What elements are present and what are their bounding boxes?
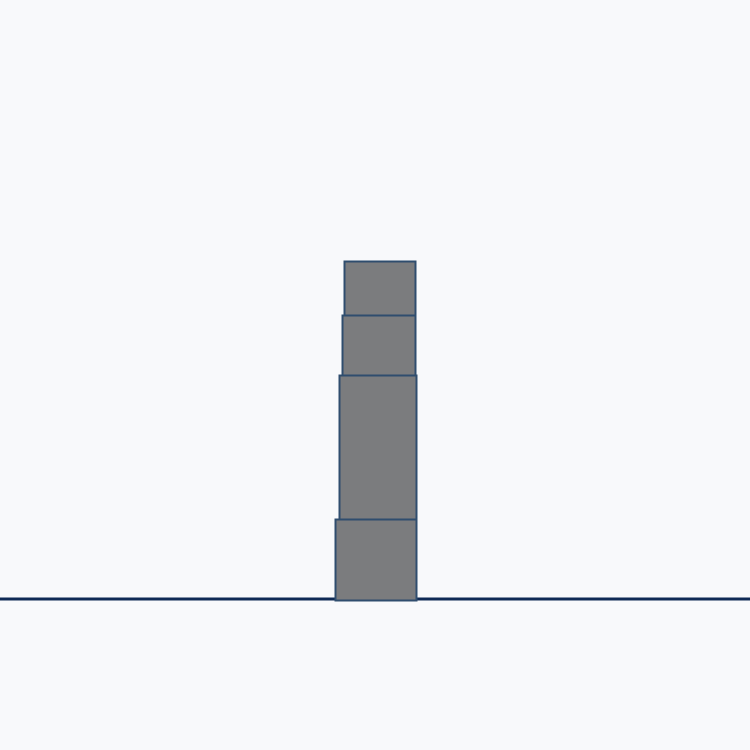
block-3[interactable] xyxy=(341,314,417,377)
block-2[interactable] xyxy=(338,374,418,521)
block-4-top[interactable] xyxy=(343,260,417,317)
block-1-bottom[interactable] xyxy=(334,518,418,602)
block-stack xyxy=(334,260,418,602)
